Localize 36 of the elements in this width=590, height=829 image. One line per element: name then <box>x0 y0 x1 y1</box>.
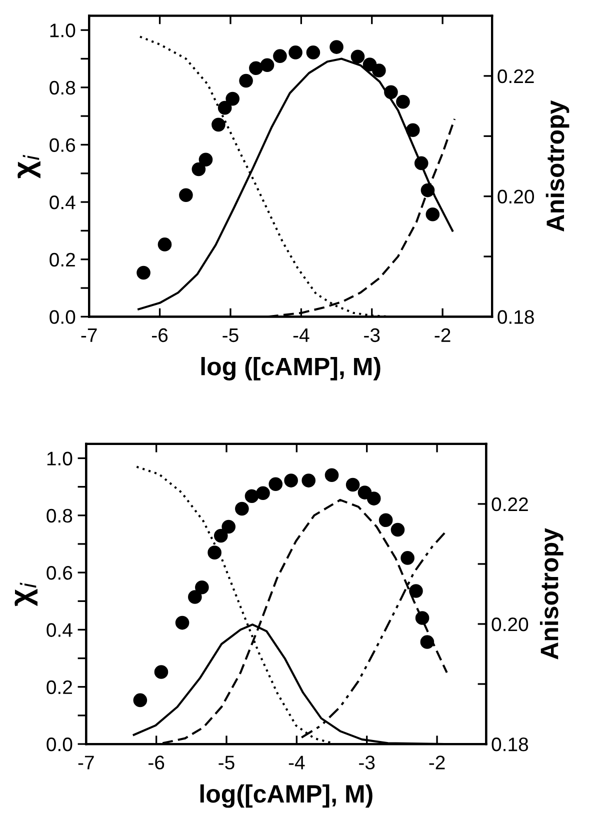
y-tick-label: 0.6 <box>50 138 76 152</box>
x-tick-label: -4 <box>288 756 305 770</box>
y2-tick-label: 0.22 <box>492 497 528 512</box>
y2-tick-label: 0.20 <box>492 617 528 632</box>
y-tick-label: 0.4 <box>50 196 76 210</box>
x-axis-title: log([cAMP], M) <box>200 784 372 808</box>
x-tick-label: -2 <box>429 756 445 770</box>
x-tick-label: -7 <box>81 328 97 342</box>
y2-axis-title: Anisotropy <box>546 100 570 232</box>
y-tick-label: 0.2 <box>46 680 72 694</box>
x-tick-label: -2 <box>434 328 450 342</box>
y2-tick-label: 0.22 <box>498 69 534 84</box>
x-tick-label: -3 <box>364 328 380 342</box>
x-tick-label: -7 <box>78 756 94 770</box>
y-axis-title: χ$_{i}$ <box>18 154 40 178</box>
x-tick-label: -5 <box>222 328 238 342</box>
y-tick-label: 0.2 <box>50 252 75 267</box>
y-tick-label: 1.0 <box>50 24 76 38</box>
y2-tick-label: 0.20 <box>498 190 534 204</box>
y-tick-label: 0.6 <box>46 566 72 580</box>
y-tick-label: 0.8 <box>50 80 76 95</box>
y2-axis-title: Anisotropy <box>540 528 564 660</box>
x-tick-label: -6 <box>152 328 168 342</box>
y-tick-label: 0.4 <box>46 623 72 637</box>
x-tick-label: -5 <box>218 756 234 770</box>
y-tick-label: 0.8 <box>46 508 72 523</box>
y2-tick-label: 0.18 <box>498 310 534 324</box>
y-tick-label: 0.0 <box>46 737 72 752</box>
y-axis-title: χ$_{i}$ <box>14 582 38 606</box>
x-tick-label: -4 <box>293 328 310 342</box>
y-tick-label: 0.0 <box>50 310 76 324</box>
y-tick-label: 1.0 <box>47 452 72 466</box>
x-axis-title: log ([cAMP], M) <box>201 357 380 380</box>
x-tick-label: -6 <box>148 756 164 770</box>
y2-tick-label: 0.18 <box>492 737 528 752</box>
x-tick-label: -3 <box>359 756 375 770</box>
